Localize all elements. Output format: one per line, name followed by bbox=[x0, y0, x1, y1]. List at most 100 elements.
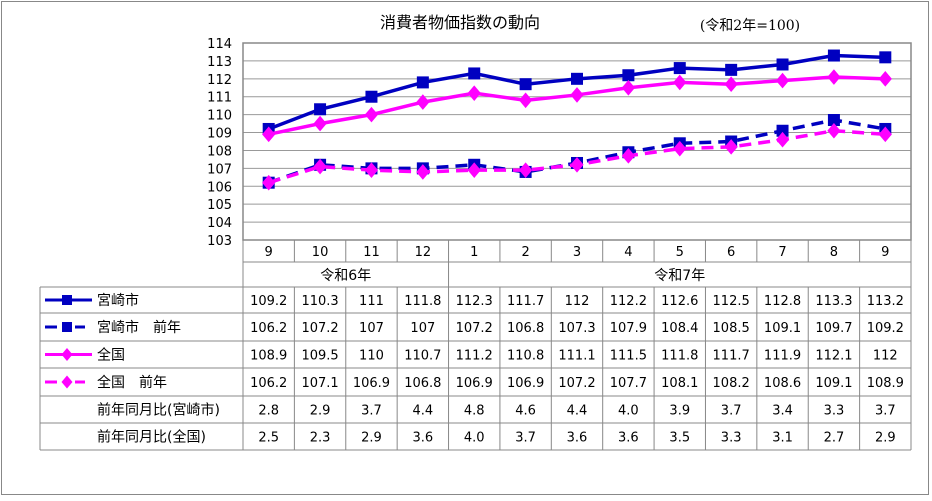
table-cell: 112 bbox=[873, 349, 898, 364]
legend-label: 宮崎市 前年 bbox=[97, 319, 181, 336]
table-cell: 3.3 bbox=[824, 404, 845, 419]
table-cell: 2.8 bbox=[258, 404, 279, 419]
table-cell: 3.7 bbox=[875, 404, 896, 419]
data-point bbox=[416, 94, 430, 110]
data-point bbox=[313, 158, 327, 175]
year-label: 令和7年 bbox=[654, 268, 705, 284]
legend-key-marker bbox=[62, 322, 72, 332]
data-point bbox=[262, 174, 276, 191]
data-point bbox=[468, 67, 481, 80]
table-cell: 112.2 bbox=[610, 294, 647, 309]
data-point bbox=[314, 103, 327, 116]
table-cell: 106.9 bbox=[353, 376, 390, 391]
table-cell: 107.1 bbox=[301, 376, 338, 391]
table-cell: 107 bbox=[410, 321, 435, 336]
table-cell: 2.9 bbox=[875, 431, 896, 446]
table-cell: 112 bbox=[565, 294, 590, 309]
x-tick-label: 11 bbox=[363, 245, 380, 260]
y-tick-label: 108 bbox=[207, 144, 232, 159]
table-cell: 112.6 bbox=[661, 294, 698, 309]
data-point bbox=[364, 106, 379, 123]
table-cell: 107.7 bbox=[610, 376, 647, 391]
x-tick-label: 3 bbox=[573, 245, 581, 260]
x-tick-label: 5 bbox=[676, 245, 684, 260]
y-tick-label: 110 bbox=[207, 109, 232, 124]
table-cell: 106.2 bbox=[250, 321, 287, 336]
x-tick-label: 4 bbox=[624, 245, 632, 260]
data-point bbox=[776, 124, 789, 137]
table-cell: 110.8 bbox=[507, 349, 544, 364]
table-cell: 106.8 bbox=[404, 376, 441, 391]
table-cell: 2.3 bbox=[310, 431, 331, 446]
data-point bbox=[570, 156, 584, 173]
table-cell: 107.9 bbox=[610, 321, 647, 336]
table-cell: 3.7 bbox=[721, 404, 742, 419]
table-cell: 4.8 bbox=[464, 404, 485, 419]
row-label: 前年同月比(宮崎市) bbox=[97, 402, 220, 419]
y-tick-label: 112 bbox=[207, 73, 232, 88]
table-cell: 111 bbox=[359, 294, 384, 309]
data-point bbox=[775, 131, 790, 148]
table-cell: 109.1 bbox=[815, 376, 852, 391]
table-cell: 113.3 bbox=[815, 294, 852, 309]
table-cell: 108.6 bbox=[764, 376, 801, 391]
x-tick-label: 6 bbox=[727, 245, 735, 260]
data-point bbox=[879, 51, 892, 64]
table-cell: 2.7 bbox=[824, 431, 845, 446]
table-cell: 3.3 bbox=[721, 431, 742, 446]
table-cell: 108.4 bbox=[661, 321, 698, 336]
legend-key-marker bbox=[62, 295, 72, 305]
data-point bbox=[416, 76, 429, 89]
table-cell: 112.3 bbox=[456, 294, 493, 309]
table-cell: 3.4 bbox=[772, 404, 793, 419]
table-cell: 106.2 bbox=[250, 376, 287, 391]
x-tick-label: 1 bbox=[470, 245, 478, 260]
chart-subtitle: (令和2年=100) bbox=[700, 18, 800, 34]
table-cell: 111.1 bbox=[558, 349, 595, 364]
y-tick-label: 105 bbox=[207, 198, 232, 213]
year-label: 令和6年 bbox=[320, 268, 371, 284]
table-cell: 109.7 bbox=[815, 321, 852, 336]
table-cell: 111.9 bbox=[764, 349, 801, 364]
data-point bbox=[313, 115, 327, 132]
data-point bbox=[878, 71, 892, 87]
table-cell: 106.9 bbox=[507, 376, 544, 391]
table-cell: 108.9 bbox=[867, 376, 904, 391]
data-point bbox=[365, 90, 378, 103]
table-cell: 112.8 bbox=[764, 294, 801, 309]
y-tick-label: 107 bbox=[207, 162, 232, 177]
table-cell: 110.3 bbox=[301, 294, 338, 309]
data-point bbox=[775, 72, 790, 89]
table-cell: 4.0 bbox=[464, 431, 485, 446]
data-point bbox=[621, 148, 635, 164]
table-cell: 3.6 bbox=[413, 431, 434, 446]
table-cell: 3.7 bbox=[361, 404, 382, 419]
table-cell: 107.3 bbox=[558, 321, 595, 336]
y-tick-label: 109 bbox=[207, 127, 232, 142]
table-cell: 2.5 bbox=[258, 431, 279, 446]
table-cell: 111.7 bbox=[507, 294, 544, 309]
row-label: 前年同月比(全国) bbox=[97, 429, 206, 446]
table-cell: 4.0 bbox=[618, 404, 639, 419]
table-cell: 111.8 bbox=[661, 349, 698, 364]
table-cell: 109.2 bbox=[250, 294, 287, 309]
x-tick-label: 2 bbox=[521, 245, 529, 260]
table-cell: 3.6 bbox=[618, 431, 639, 446]
data-point bbox=[519, 162, 533, 178]
data-point bbox=[571, 72, 583, 85]
data-point bbox=[570, 87, 584, 103]
data-point bbox=[776, 58, 789, 71]
data-point bbox=[827, 69, 841, 85]
y-tick-label: 114 bbox=[207, 37, 232, 52]
y-tick-label: 106 bbox=[207, 180, 232, 195]
table-cell: 106.8 bbox=[507, 321, 544, 336]
data-point bbox=[262, 126, 276, 143]
data-point bbox=[467, 162, 481, 178]
table-cell: 4.4 bbox=[567, 404, 588, 419]
table-cell: 107 bbox=[359, 321, 384, 336]
chart-title: 消費者物価指数の動向 bbox=[380, 13, 540, 32]
data-point bbox=[827, 49, 840, 62]
table-cell: 3.5 bbox=[669, 431, 690, 446]
